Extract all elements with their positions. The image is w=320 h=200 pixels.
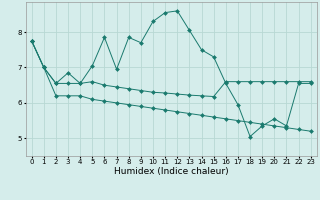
- X-axis label: Humidex (Indice chaleur): Humidex (Indice chaleur): [114, 167, 228, 176]
